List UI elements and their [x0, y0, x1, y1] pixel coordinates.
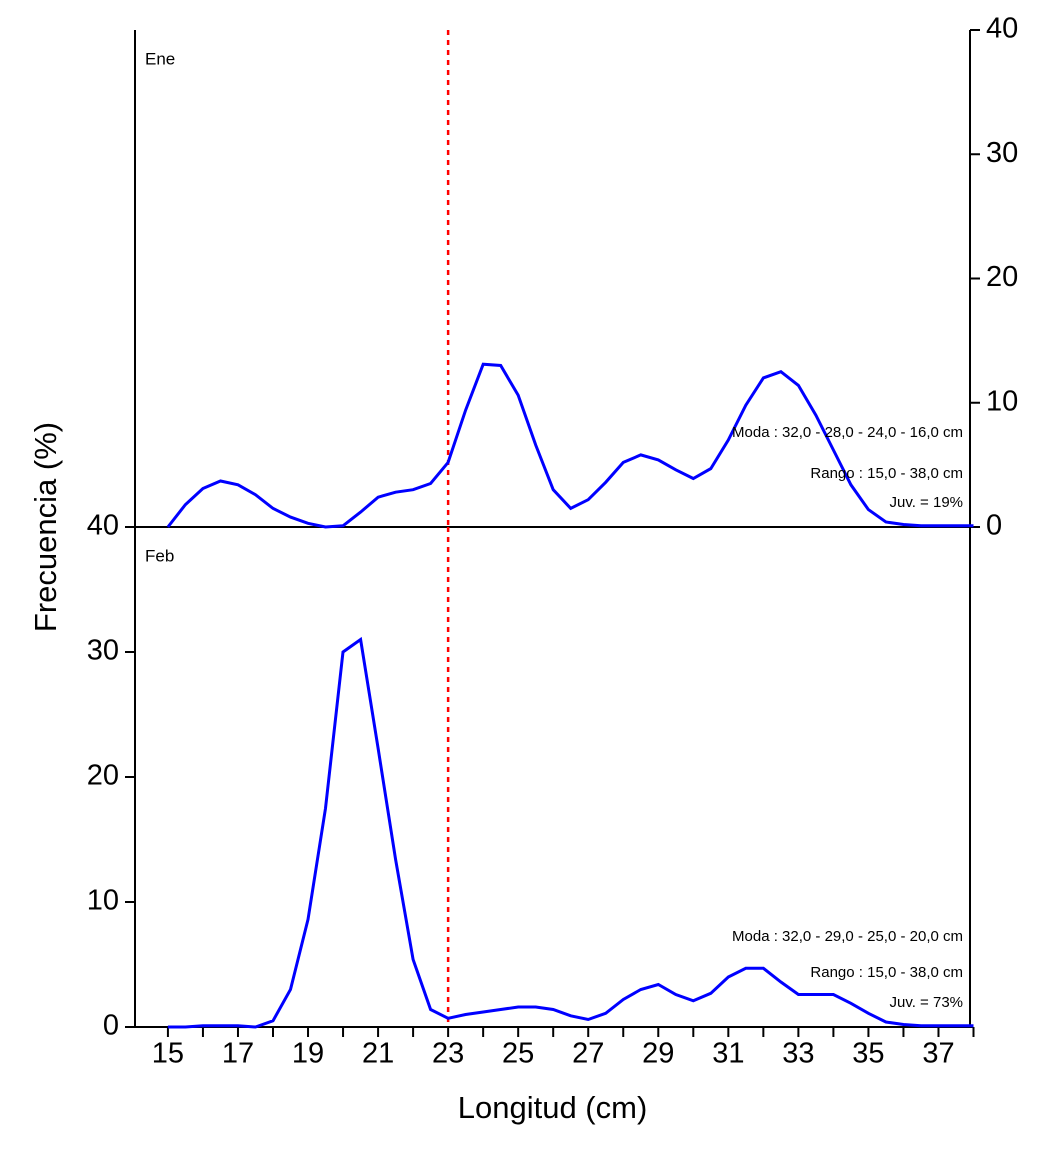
y-tick-label: 40: [87, 510, 119, 542]
y-tick-label: 0: [103, 1010, 119, 1042]
annotation: Moda : 32,0 - 28,0 - 24,0 - 16,0 cm: [732, 424, 963, 441]
y-tick-label: 20: [87, 760, 119, 792]
x-tick-label: 21: [362, 1038, 394, 1070]
panel-label: Feb: [145, 546, 174, 565]
y-tick-label: 40: [986, 13, 1018, 45]
x-tick-label: 25: [502, 1038, 534, 1070]
y-tick-label: 30: [986, 137, 1018, 169]
x-tick-label: 37: [922, 1038, 954, 1070]
x-tick-label: 29: [642, 1038, 674, 1070]
annotation: Juv. = 73%: [889, 994, 963, 1011]
x-tick-label: 23: [432, 1038, 464, 1070]
annotation: Moda : 32,0 - 29,0 - 25,0 - 20,0 cm: [732, 928, 963, 945]
y-tick-label: 20: [986, 261, 1018, 293]
x-tick-label: 19: [292, 1038, 324, 1070]
x-tick-label: 31: [712, 1038, 744, 1070]
x-tick-label: 27: [572, 1038, 604, 1070]
panel-frame: [134, 30, 971, 528]
x-axis-label: Longitud (cm): [458, 1090, 648, 1125]
y-tick-label: 0: [986, 510, 1002, 542]
annotation: Rango : 15,0 - 38,0 cm: [810, 465, 963, 482]
y-tick-label: 10: [986, 385, 1018, 417]
panel-frame: [134, 527, 971, 1028]
annotation: Rango : 15,0 - 38,0 cm: [810, 964, 963, 981]
y-axis-label: Frecuencia (%): [28, 422, 63, 632]
frequency-line: [166, 362, 974, 529]
x-tick-label: 35: [852, 1038, 884, 1070]
y-tick-label: 10: [87, 885, 119, 917]
x-tick-label: 17: [222, 1038, 254, 1070]
panel-label: Ene: [145, 49, 175, 68]
x-tick-label: 15: [152, 1038, 184, 1070]
y-tick-label: 30: [87, 635, 119, 667]
x-tick-label: 33: [782, 1038, 814, 1070]
frequency-line: [167, 636, 974, 1029]
annotation: Juv. = 19%: [889, 494, 963, 511]
